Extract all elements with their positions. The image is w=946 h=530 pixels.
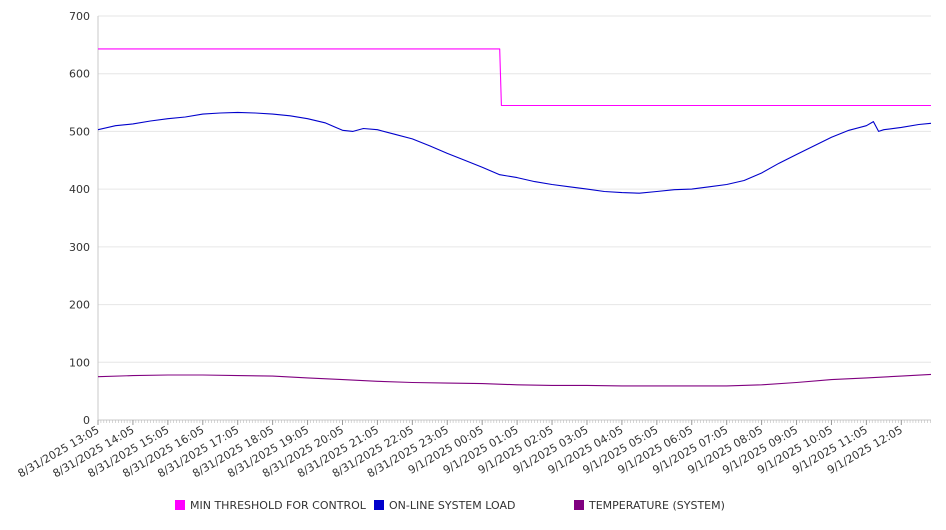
legend-label-3: TEMPERATURE (SYSTEM) bbox=[588, 499, 725, 512]
y-tick-label: 0 bbox=[83, 414, 90, 427]
series-line-3 bbox=[97, 373, 932, 387]
legend-swatch-3 bbox=[574, 500, 584, 510]
y-tick-label: 600 bbox=[69, 68, 90, 81]
series-line-2 bbox=[97, 111, 932, 194]
y-tick-label: 700 bbox=[69, 10, 90, 23]
grid-lines bbox=[98, 15, 931, 363]
y-tick-label: 500 bbox=[69, 125, 90, 138]
y-tick-label: 100 bbox=[69, 356, 90, 369]
series-lines bbox=[97, 48, 932, 387]
y-tick-label: 400 bbox=[69, 183, 90, 196]
legend: MIN THRESHOLD FOR CONTROL ON-LINE SYSTEM … bbox=[175, 499, 725, 512]
legend-swatch-1 bbox=[175, 500, 185, 510]
legend-swatch-2 bbox=[374, 500, 384, 510]
y-tick-label: 300 bbox=[69, 241, 90, 254]
axes bbox=[97, 16, 931, 421]
series-line-1 bbox=[98, 48, 931, 107]
y-tick-label: 200 bbox=[69, 299, 90, 312]
x-axis-ticks: 8/31/2025 13:058/31/2025 14:058/31/2025 … bbox=[16, 420, 931, 480]
y-axis-ticks: 0 100 200 300 400 500 600 700 bbox=[69, 10, 90, 427]
legend-label-1: MIN THRESHOLD FOR CONTROL bbox=[190, 499, 367, 512]
legend-label-2: ON-LINE SYSTEM LOAD bbox=[389, 499, 515, 512]
